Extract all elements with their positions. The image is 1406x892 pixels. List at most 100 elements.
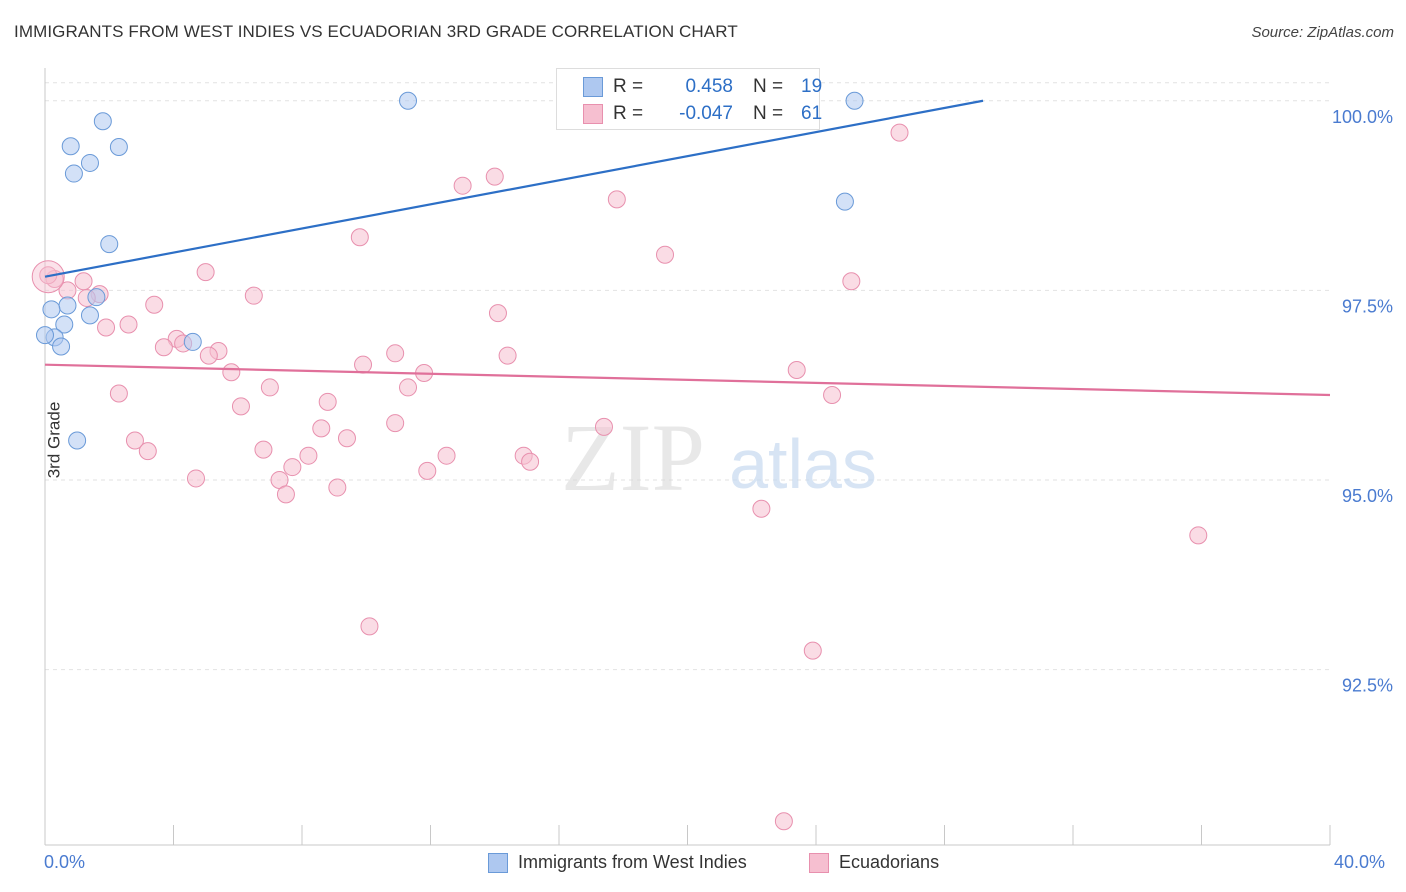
point-ecuadorians (594, 417, 613, 436)
point-west-indies (36, 326, 54, 345)
data-points (31, 91, 1208, 831)
point-west-indies (80, 153, 99, 172)
point-ecuadorians (222, 363, 241, 382)
point-ecuadorians (488, 304, 507, 323)
point-ecuadorians (318, 392, 337, 411)
legend-label-ecuadorians: Ecuadorians (839, 852, 940, 872)
point-ecuadorians (97, 318, 116, 337)
stats-r-label: R = (613, 103, 644, 124)
point-ecuadorians (337, 429, 356, 448)
point-ecuadorians (386, 344, 405, 363)
point-ecuadorians (607, 190, 626, 209)
point-ecuadorians (283, 458, 302, 477)
point-ecuadorians (125, 431, 144, 450)
trend-lines (44, 99, 1331, 397)
point-ecuadorians (1189, 526, 1208, 545)
point-ecuadorians (186, 469, 205, 488)
point-ecuadorians (260, 378, 279, 397)
point-ecuadorians (437, 446, 456, 465)
point-west-indies (64, 164, 83, 183)
point-west-indies (52, 337, 71, 356)
stats-row-blue: R = 0.458 N = 19 (583, 75, 822, 99)
point-ecuadorians (154, 338, 173, 357)
point-ecuadorians (276, 485, 295, 504)
point-west-indies (68, 431, 87, 450)
point-ecuadorians (485, 167, 504, 186)
legend-item-ecuadorians[interactable]: Ecuadorians (809, 852, 939, 873)
point-west-indies (55, 315, 74, 334)
point-ecuadorians (299, 446, 318, 465)
watermark-atlas: atlas (729, 425, 877, 503)
legend-swatch-pink (809, 852, 829, 873)
point-ecuadorians (196, 263, 215, 282)
point-ecuadorians (774, 812, 793, 831)
point-ecuadorians (244, 286, 263, 305)
y-tick-label: 95.0% (1342, 486, 1393, 506)
legend-item-west-indies[interactable]: Immigrants from West Indies (488, 852, 747, 873)
point-ecuadorians (823, 386, 842, 405)
point-ecuadorians (328, 478, 347, 497)
stats-swatch-blue (583, 77, 603, 97)
y-tick-labels: 92.5% 95.0% 97.5% 100.0% (1332, 107, 1393, 696)
trend-line-west-indies (44, 99, 984, 278)
point-ecuadorians (231, 397, 250, 416)
point-ecuadorians (350, 228, 369, 247)
y-tick-label: 97.5% (1342, 296, 1393, 316)
stats-swatch-pink (583, 104, 603, 124)
stats-row-pink: R = -0.047 N = 61 (583, 102, 822, 126)
point-ecuadorians (399, 378, 418, 397)
legend-swatch-blue (488, 852, 508, 873)
point-ecuadorians (752, 499, 771, 518)
point-west-indies (100, 235, 119, 254)
point-ecuadorians (803, 641, 822, 660)
x-tick-label-max: 40.0% (1334, 852, 1386, 872)
stats-r-value: -0.047 (679, 103, 733, 124)
point-west-indies (399, 91, 418, 110)
point-west-indies (835, 192, 854, 211)
point-ecuadorians (787, 360, 806, 379)
x-tick-label-min: 0.0% (44, 852, 86, 872)
point-ecuadorians (360, 617, 379, 636)
y-tick-label: 100.0% (1332, 107, 1393, 127)
point-ecuadorians (656, 245, 675, 264)
point-west-indies (61, 137, 80, 156)
y-tick-label: 92.5% (1342, 676, 1393, 696)
stats-r-label: R = (613, 76, 644, 97)
point-ecuadorians (145, 295, 164, 314)
stats-legend: R = 0.458 N = 19 R = -0.047 N = 61 (556, 68, 822, 130)
stats-n-label: N = (753, 103, 784, 124)
point-ecuadorians (138, 442, 157, 461)
stats-n-label: N = (753, 76, 784, 97)
stats-r-value: 0.458 (685, 76, 733, 97)
point-ecuadorians (199, 346, 218, 365)
point-west-indies (109, 138, 128, 157)
point-ecuadorians (254, 440, 273, 459)
series-legend: Immigrants from West Indies Ecuadorians (0, 852, 1406, 878)
stats-n-value: 19 (801, 76, 823, 97)
point-ecuadorians (453, 176, 472, 195)
point-ecuadorians (74, 272, 93, 291)
point-ecuadorians (386, 414, 405, 433)
point-west-indies (42, 300, 61, 319)
stats-n-value: 61 (801, 103, 823, 124)
point-ecuadorians (842, 272, 861, 291)
point-ecuadorians (418, 461, 437, 480)
legend-label-west-indies: Immigrants from West Indies (518, 852, 747, 872)
point-ecuadorians (109, 384, 128, 403)
point-west-indies (58, 296, 77, 315)
point-ecuadorians (521, 452, 540, 471)
watermark: ZIP atlas (561, 404, 877, 511)
point-ecuadorians (119, 315, 138, 334)
point-ecuadorians (354, 355, 373, 374)
source-note: Source: ZipAtlas.com (1251, 24, 1394, 41)
point-west-indies (80, 306, 99, 325)
point-west-indies (93, 112, 112, 131)
point-west-indies (87, 288, 106, 307)
point-west-indies (845, 91, 864, 110)
point-ecuadorians (312, 419, 331, 438)
point-ecuadorians (890, 123, 909, 142)
point-west-indies (183, 332, 202, 351)
chart-title: IMMIGRANTS FROM WEST INDIES VS ECUADORIA… (14, 22, 738, 41)
trend-line-ecuadorians (44, 363, 1331, 397)
